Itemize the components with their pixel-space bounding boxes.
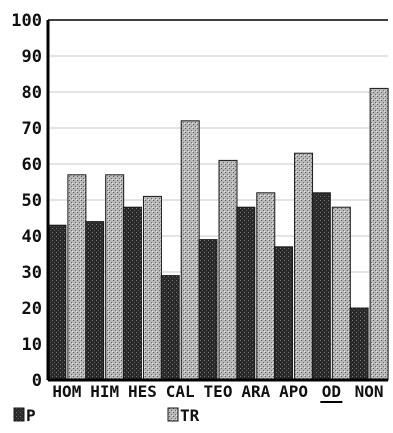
y-tick-label: 50 bbox=[22, 191, 42, 211]
bar-tr-teo bbox=[218, 159, 238, 381]
x-category-label: CAL bbox=[166, 382, 195, 401]
x-category-label: HES bbox=[128, 382, 157, 401]
bars bbox=[47, 87, 389, 381]
bar-tr-apo bbox=[294, 152, 314, 381]
x-category-label: OD bbox=[322, 382, 341, 401]
bar-tr-od bbox=[331, 206, 351, 381]
bar-tr-ara bbox=[256, 192, 276, 381]
bar-p-teo bbox=[198, 239, 218, 381]
gridlines bbox=[48, 55, 388, 345]
legend: P TR bbox=[13, 406, 200, 425]
y-tick-label: 90 bbox=[22, 47, 42, 67]
x-category-labels: HOM HIM HES CAL TEO ARA APO OD NON bbox=[52, 382, 384, 403]
bar-tr-cal bbox=[180, 120, 200, 381]
bar-p-od bbox=[311, 192, 331, 381]
x-category-label: ARA bbox=[241, 382, 270, 401]
bar-p-ara bbox=[236, 206, 256, 381]
bar-p-hom bbox=[47, 224, 67, 381]
bar-p-him bbox=[85, 221, 105, 381]
y-tick-label: 80 bbox=[22, 83, 42, 103]
legend-label-p: P bbox=[26, 406, 36, 425]
x-category-label: NON bbox=[355, 382, 384, 401]
bar-tr-him bbox=[105, 174, 125, 381]
legend-label-tr: TR bbox=[180, 406, 200, 425]
y-tick-label: 40 bbox=[22, 227, 42, 247]
y-tick-label: 20 bbox=[22, 299, 42, 319]
bar-tr-hes bbox=[142, 195, 162, 381]
legend-swatch-p bbox=[13, 407, 25, 422]
bar-p-hes bbox=[122, 206, 142, 381]
x-category-label: HOM bbox=[52, 382, 81, 401]
bar-p-non bbox=[349, 307, 369, 381]
axes bbox=[46, 19, 388, 382]
bar-p-apo bbox=[274, 246, 294, 381]
y-tick-labels: 0 10 20 30 40 50 60 70 80 90 100 bbox=[11, 11, 42, 391]
y-tick-label: 60 bbox=[22, 155, 42, 175]
x-category-label: TEO bbox=[204, 382, 233, 401]
bar-tr-non bbox=[369, 87, 389, 381]
y-tick-label: 100 bbox=[11, 11, 42, 31]
legend-swatch-tr bbox=[167, 407, 179, 422]
bar-tr-hom bbox=[67, 174, 87, 381]
bar-p-cal bbox=[160, 275, 180, 381]
x-category-label: HIM bbox=[90, 382, 119, 401]
x-category-label: APO bbox=[279, 382, 308, 401]
y-tick-label: 0 bbox=[32, 371, 42, 391]
y-tick-label: 30 bbox=[22, 263, 42, 283]
y-tick-label: 10 bbox=[22, 335, 42, 355]
y-tick-label: 70 bbox=[22, 119, 42, 139]
